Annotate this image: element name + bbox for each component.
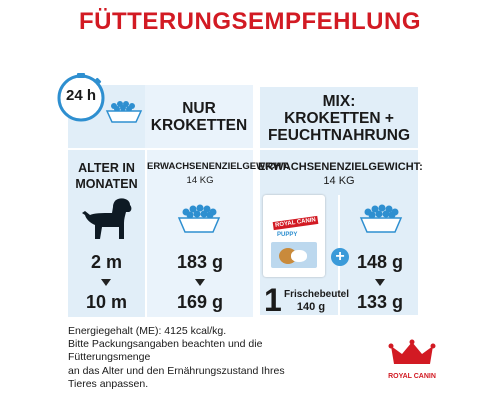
age-header: ALTER IN MONATEN xyxy=(68,160,145,192)
arrow-down-icon xyxy=(195,279,205,286)
clock-icon xyxy=(55,72,107,124)
mix-dry-value: 133 g xyxy=(356,292,404,312)
bowl-icon xyxy=(104,96,144,126)
mix-header-line3: FEUCHTNAHRUNG xyxy=(267,127,411,144)
clock-label: 24 h xyxy=(65,87,96,104)
pack-photo xyxy=(271,242,317,268)
mix-header-line1: MIX: xyxy=(322,93,356,110)
dry-header-line2: KROKETTEN xyxy=(150,117,248,134)
mix-weight-label: ERWACHSENENZIELGEWICHT: 14 KG xyxy=(258,160,423,188)
footer-note: Energiegehalt (ME): 4125 kcal/kg. Bitte … xyxy=(68,325,408,391)
dry-column xyxy=(145,85,253,317)
header-divider xyxy=(258,148,420,150)
header-divider xyxy=(68,148,253,150)
column-divider xyxy=(253,85,258,317)
footer-line: an das Alter und den Ernährungszustand I… xyxy=(68,364,285,377)
dry-header-line1: NUR xyxy=(182,100,216,117)
age-header-line1: ALTER IN xyxy=(78,161,135,175)
dry-weight-value: 14 KG xyxy=(186,175,214,186)
pouch-label: Frischebeutel 140 g xyxy=(284,288,350,314)
pouch-label-text: Frischebeutel xyxy=(284,289,350,300)
brand-name: ROYAL CANIN xyxy=(388,373,436,380)
footer-line: Tieres anpassen. xyxy=(68,377,149,390)
bowl-icon xyxy=(358,200,404,236)
mix-header-line2: KROKETTEN + xyxy=(284,110,394,127)
dry-weight-label-text: ERWACHSENENZIELGEWICHT: xyxy=(147,161,290,172)
plus-icon: + xyxy=(331,248,349,266)
mix-weight-label-text: ERWACHSENENZIELGEWICHT: xyxy=(258,161,423,173)
mix-weight-value: 14 KG xyxy=(323,175,355,187)
footer-line: Fütterungsmenge xyxy=(68,351,151,364)
pouch-weight: 140 g xyxy=(296,301,326,313)
pouch-count: 1 xyxy=(264,282,282,318)
dry-only-value: 169 g xyxy=(176,292,224,312)
pack-brand: ROYAL CANIN xyxy=(272,215,319,231)
brand-logo: ROYAL CANIN xyxy=(388,338,436,388)
wet-food-pouch-image: ROYAL CANIN PUPPY xyxy=(263,195,325,277)
mix-dry-value: 148 g xyxy=(356,252,404,272)
column-divider xyxy=(145,148,147,317)
pack-variant: PUPPY xyxy=(277,232,298,238)
puppy-icon xyxy=(80,195,136,243)
age-value: 10 m xyxy=(85,292,128,312)
mix-box xyxy=(258,85,420,317)
bowl-icon xyxy=(176,200,222,236)
arrow-down-icon xyxy=(101,279,111,286)
dry-header: NUR KROKETTEN xyxy=(145,100,253,134)
footer-line: Energiegehalt (ME): 4125 kcal/kg. xyxy=(68,325,227,337)
age-value: 2 m xyxy=(90,252,123,272)
dry-only-value: 183 g xyxy=(176,252,224,272)
footer-line: Bitte Packungsangaben beachten und die xyxy=(68,338,263,351)
age-header-line2: MONATEN xyxy=(75,177,138,191)
dry-weight-label: ERWACHSENENZIELGEWICHT: 14 KG xyxy=(147,160,290,188)
arrow-down-icon xyxy=(375,279,385,286)
mix-header: MIX: KROKETTEN + FEUCHTNAHRUNG xyxy=(258,93,420,144)
page-title: FÜTTERUNGSEMPFEHLUNG xyxy=(79,8,421,35)
